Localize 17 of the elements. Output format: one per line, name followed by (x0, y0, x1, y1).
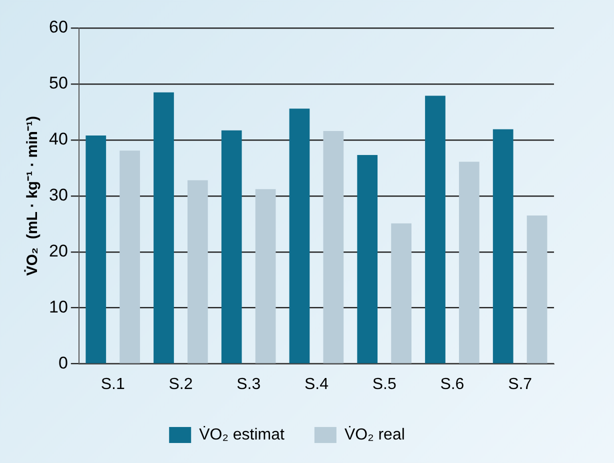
y-tick-label: 30 (48, 186, 68, 205)
y-tick-label: 50 (48, 74, 68, 93)
legend-label: V̇O₂ real (344, 424, 405, 444)
x-tick-label: S.6 (440, 376, 464, 393)
y-tick-label: 10 (48, 298, 68, 317)
x-tick-label: S.5 (372, 376, 396, 393)
legend-label: V̇O₂ estimat (199, 424, 285, 444)
y-tick-label: 20 (48, 242, 68, 261)
x-tick-label: S.7 (508, 376, 532, 393)
y-tick-label: 0 (58, 353, 68, 372)
y-tick-label: 60 (48, 18, 68, 37)
x-tick-label: S.2 (168, 376, 193, 393)
x-tick-label: S.4 (304, 376, 329, 393)
x-tick-label: S.1 (100, 376, 125, 393)
y-axis-title: V̇O₂ (mL · kg⁻¹ · min⁻¹) (24, 116, 42, 276)
y-tick-label: 40 (48, 130, 68, 149)
x-tick-label: S.3 (236, 376, 261, 393)
